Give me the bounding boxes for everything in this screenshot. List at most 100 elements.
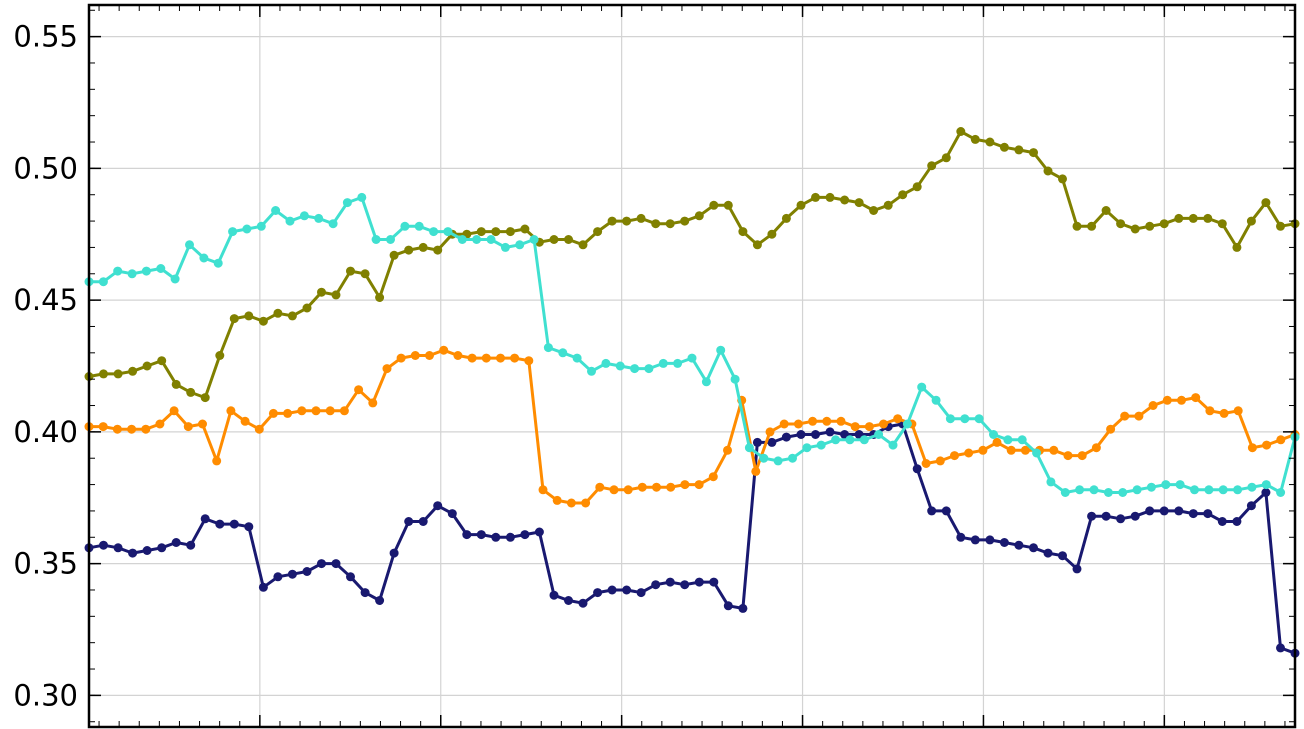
- data-point: [751, 466, 761, 476]
- data-point: [1175, 480, 1185, 490]
- data-point: [658, 358, 668, 368]
- data-point: [472, 235, 482, 244]
- data-point: [773, 456, 783, 466]
- data-point: [331, 290, 341, 300]
- data-point: [331, 559, 341, 569]
- data-point: [970, 134, 980, 144]
- data-point: [142, 546, 152, 555]
- data-point: [1188, 213, 1198, 223]
- data-point: [273, 572, 283, 582]
- data-point: [457, 235, 467, 244]
- data-point: [375, 293, 385, 302]
- data-point: [752, 240, 762, 250]
- data-point: [317, 287, 326, 297]
- data-point: [836, 416, 846, 426]
- data-point: [328, 219, 338, 229]
- data-point: [486, 235, 496, 244]
- data-point: [258, 582, 268, 592]
- data-point: [652, 482, 661, 492]
- data-point: [694, 577, 704, 587]
- data-point: [1276, 643, 1285, 653]
- data-point: [1058, 174, 1067, 184]
- data-point: [607, 216, 617, 226]
- data-point: [229, 314, 239, 324]
- data-point: [831, 435, 841, 445]
- data-point: [371, 235, 381, 244]
- data-point: [888, 440, 898, 450]
- data-point: [708, 472, 718, 482]
- data-point: [400, 221, 410, 231]
- data-point: [404, 517, 414, 526]
- data-point: [476, 227, 486, 237]
- data-point: [1075, 485, 1085, 495]
- data-point: [453, 351, 463, 360]
- data-point: [505, 227, 515, 237]
- data-point: [256, 221, 266, 231]
- data-point: [622, 585, 632, 595]
- data-point: [170, 274, 180, 284]
- data-point: [879, 419, 888, 429]
- data-point: [268, 408, 278, 418]
- data-point: [157, 543, 167, 553]
- data-point: [1103, 488, 1113, 497]
- data-point: [505, 532, 515, 542]
- data-point: [874, 430, 884, 439]
- data-point: [666, 482, 676, 492]
- data-point: [989, 430, 998, 439]
- data-point: [1101, 511, 1111, 521]
- data-point: [215, 351, 225, 360]
- data-point: [964, 448, 974, 458]
- data-point: [287, 311, 297, 321]
- data-point: [382, 364, 392, 374]
- data-point: [258, 316, 268, 326]
- data-point: [1087, 221, 1097, 231]
- data-point: [242, 224, 252, 234]
- data-point: [651, 580, 661, 590]
- data-point: [960, 414, 970, 424]
- data-point: [254, 424, 264, 434]
- data-point: [1116, 514, 1126, 524]
- data-point: [825, 427, 835, 437]
- data-point: [796, 430, 806, 439]
- grid: [89, 5, 1295, 727]
- data-point: [127, 424, 137, 434]
- data-point: [694, 480, 704, 490]
- data-point: [992, 437, 1002, 447]
- data-point: [883, 200, 893, 210]
- data-point: [587, 366, 596, 376]
- data-point: [927, 506, 937, 516]
- data-point: [1232, 517, 1242, 526]
- data-point: [793, 419, 803, 429]
- data-point: [912, 464, 922, 474]
- data-point: [410, 351, 420, 360]
- data-point: [673, 358, 683, 368]
- data-point: [825, 192, 835, 202]
- data-point: [1174, 506, 1184, 516]
- data-point: [524, 356, 534, 366]
- data-point: [1261, 480, 1271, 490]
- data-point: [510, 353, 520, 363]
- data-point: [185, 240, 194, 250]
- series-3: [84, 192, 1300, 497]
- data-point: [200, 514, 210, 524]
- data-point: [215, 519, 225, 529]
- data-point: [651, 219, 661, 229]
- data-point: [314, 213, 324, 223]
- data-point: [183, 422, 193, 432]
- data-point: [112, 424, 122, 434]
- data-point: [200, 393, 210, 403]
- data-point: [1043, 548, 1053, 558]
- data-point: [779, 419, 789, 429]
- data-point: [302, 567, 312, 576]
- data-point: [752, 437, 762, 447]
- data-point: [759, 453, 769, 463]
- y-tick-label: 0.45: [13, 283, 78, 317]
- data-point: [765, 427, 775, 437]
- data-point: [1174, 213, 1184, 223]
- data-point: [999, 538, 1009, 547]
- data-point: [375, 596, 385, 605]
- y-tick-label: 0.55: [13, 20, 78, 54]
- data-point: [845, 435, 855, 445]
- data-point: [433, 501, 443, 511]
- data-point: [186, 387, 196, 397]
